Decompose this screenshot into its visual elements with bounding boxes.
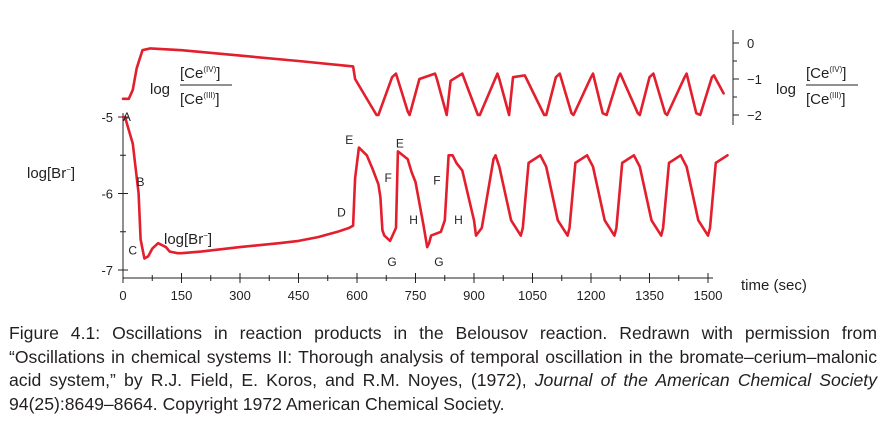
x-tick-label: 150	[171, 288, 193, 303]
left-tick-label: -5	[101, 110, 113, 125]
point-label-e: E	[396, 137, 404, 151]
left-tick-label: -6	[101, 187, 113, 202]
belousov-oscillation-chart: 0 150 300 450 600 750 900 1050 1200 1350 1500 -5 -6…	[27, 30, 858, 303]
point-label-h: H	[454, 213, 463, 227]
x-tick-label: 0	[119, 288, 126, 303]
point-label-e: E	[345, 133, 353, 147]
right-tick-label: 0	[747, 36, 754, 51]
caption-text-2: 94(25):8649–8664. Copyright 1972 America…	[9, 393, 505, 414]
svg-text:[Ce(IV)]: [Ce(IV)]	[806, 65, 846, 82]
ce-curve-label: log [Ce(IV)] [Ce(III)]	[150, 65, 232, 108]
x-tick-label: 1200	[577, 288, 606, 303]
svg-text:[Ce(IV)]: [Ce(IV)]	[180, 65, 220, 82]
x-tick-label: 900	[463, 288, 485, 303]
series-line-bromide	[121, 115, 729, 260]
x-tick-label: 1350	[635, 288, 664, 303]
svg-text:[Ce(III)]: [Ce(III)]	[806, 91, 846, 108]
point-label-f: F	[433, 173, 440, 187]
x-tick-label: 600	[346, 288, 368, 303]
br-curve-label: log[Br−]	[164, 231, 212, 248]
caption-text-1: Figure 4.1: Oscillations in reaction pro…	[9, 323, 877, 390]
x-tick-label: 1500	[694, 288, 723, 303]
figure-caption: Figure 4.1: Oscillations in reaction pro…	[9, 322, 877, 416]
x-axis-title: time (sec)	[741, 277, 807, 294]
point-label-b: B	[137, 175, 145, 189]
point-label-g: G	[434, 255, 443, 269]
left-axis: -5 -6 -7	[101, 110, 128, 278]
x-tick-label: 300	[229, 288, 251, 303]
right-axis-title: log [Ce(IV)] [Ce(III)]	[776, 65, 858, 108]
caption-journal: Journal of the American Chemical Society	[534, 370, 877, 390]
point-label-c: C	[128, 244, 137, 258]
right-tick-label: −1	[747, 72, 762, 87]
left-tick-label: -7	[101, 263, 113, 278]
right-tick-label: −2	[747, 108, 762, 123]
series-layer	[121, 47, 729, 260]
point-label-f: F	[385, 171, 392, 185]
series-line-ce-ratio	[121, 47, 725, 117]
x-tick-label: 1050	[518, 288, 547, 303]
right-axis: 0 −1 −2	[732, 30, 762, 125]
svg-text:log: log	[776, 81, 796, 98]
svg-text:log: log	[150, 81, 170, 98]
left-axis-title: log[Br−]	[27, 165, 75, 182]
point-label-d: D	[337, 205, 346, 219]
point-labels: A B C D E F G E H F G H	[123, 110, 463, 269]
svg-text:[Ce(III)]: [Ce(III)]	[180, 91, 220, 108]
point-label-h: H	[409, 213, 418, 227]
x-tick-label: 750	[405, 288, 427, 303]
x-axis: 0 150 300 450 600 750 900 1050 1200 1350 1500	[119, 273, 722, 303]
point-label-g: G	[387, 255, 396, 269]
point-label-a: A	[123, 110, 131, 124]
x-tick-label: 450	[288, 288, 310, 303]
